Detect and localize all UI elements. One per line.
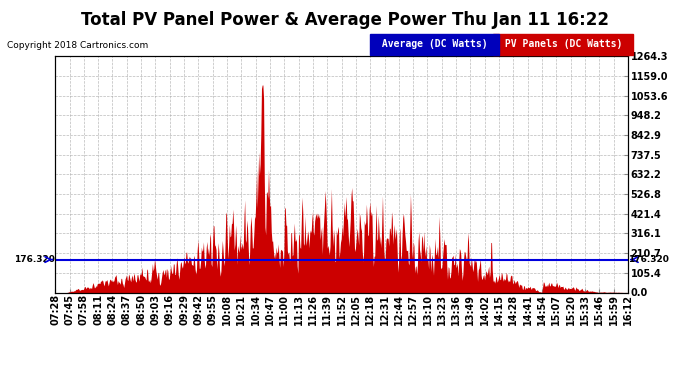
Text: 176.320: 176.320 bbox=[629, 255, 669, 264]
Text: PV Panels (DC Watts): PV Panels (DC Watts) bbox=[499, 39, 628, 50]
Text: Total PV Panel Power & Average Power Thu Jan 11 16:22: Total PV Panel Power & Average Power Thu… bbox=[81, 11, 609, 29]
Text: Copyright 2018 Cartronics.com: Copyright 2018 Cartronics.com bbox=[7, 41, 148, 50]
Text: 176.320: 176.320 bbox=[14, 255, 55, 264]
Text: Average (DC Watts): Average (DC Watts) bbox=[376, 39, 493, 50]
